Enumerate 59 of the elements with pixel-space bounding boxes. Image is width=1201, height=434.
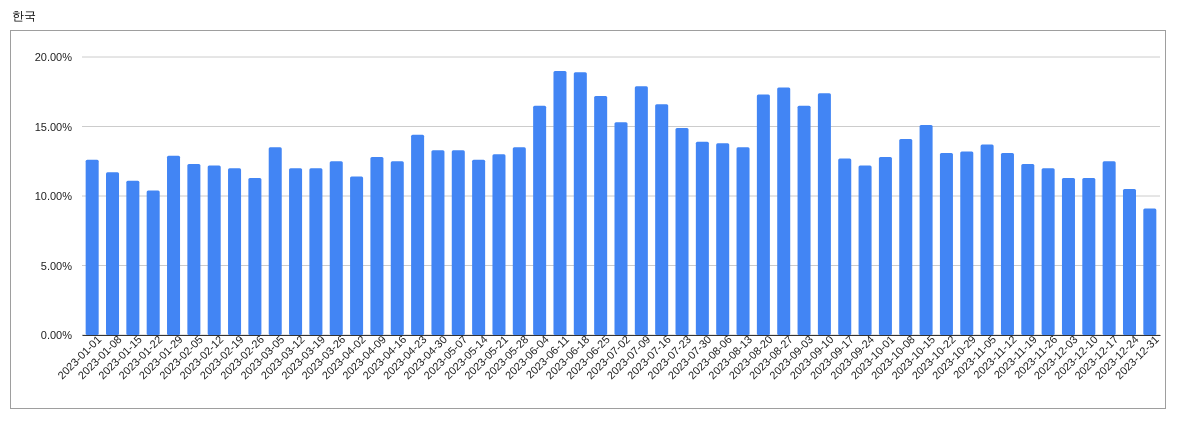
bar (655, 104, 669, 335)
chart-title: 한국 (12, 9, 36, 23)
bar (797, 105, 811, 335)
bar (858, 165, 872, 335)
bar (614, 122, 628, 335)
bar (1122, 189, 1136, 335)
bar (431, 150, 445, 335)
bar (309, 168, 323, 335)
bar (390, 161, 404, 335)
bar (1041, 168, 1055, 335)
bar (756, 94, 770, 335)
y-tick-label: 15.00% (34, 120, 73, 133)
bar (878, 157, 892, 335)
bar (167, 155, 181, 335)
bar (980, 144, 994, 335)
bar (1061, 177, 1075, 335)
y-tick-label: 0.00% (40, 329, 73, 342)
bar (472, 159, 486, 335)
bar (187, 164, 201, 335)
bar (838, 158, 852, 335)
y-tick-label: 5.00% (40, 259, 73, 272)
bar (106, 172, 120, 335)
bar (329, 161, 343, 335)
bar (594, 95, 608, 335)
bar (736, 147, 750, 335)
bar (289, 168, 303, 335)
bar (126, 180, 140, 335)
bar (492, 154, 506, 335)
bar (1000, 152, 1014, 335)
y-tick-label: 10.00% (34, 190, 73, 203)
bar (207, 165, 221, 335)
bar (411, 134, 425, 335)
bar (1021, 164, 1035, 335)
bar (899, 139, 913, 335)
bar (512, 147, 526, 335)
bar (716, 143, 730, 335)
bar (533, 105, 547, 335)
bar (1143, 208, 1157, 335)
bar (268, 147, 282, 335)
bar (573, 72, 587, 335)
y-tick-label: 20.00% (34, 51, 73, 64)
bar (634, 86, 648, 335)
bar (350, 176, 364, 335)
bar (919, 125, 933, 335)
bar (695, 141, 709, 335)
bar (817, 93, 831, 335)
bar (777, 87, 791, 335)
bar (1082, 177, 1096, 335)
bar (451, 150, 465, 335)
bar (85, 159, 99, 335)
bar (675, 127, 689, 335)
bar (939, 152, 953, 335)
bar (248, 177, 262, 335)
bar (553, 70, 567, 335)
bar (146, 190, 160, 335)
bar (370, 157, 384, 335)
bar (960, 151, 974, 335)
bar (1102, 161, 1116, 335)
bar (228, 168, 242, 335)
